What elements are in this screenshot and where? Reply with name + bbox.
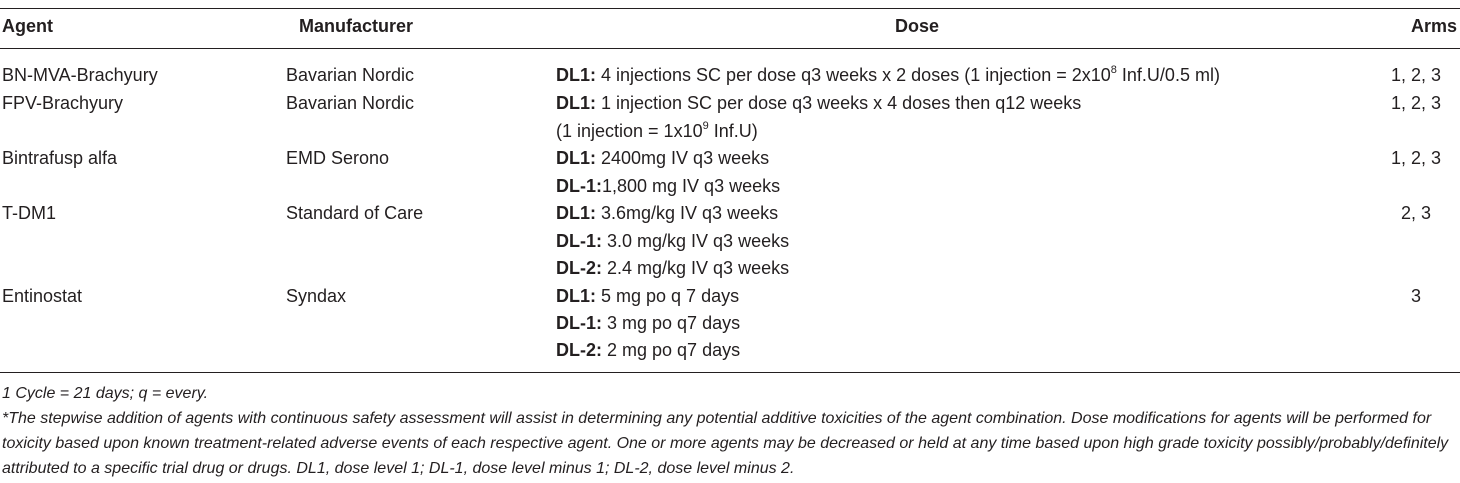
dose-level: DL1: xyxy=(556,148,596,168)
dose-text: 3.0 mg/kg IV q3 weeks xyxy=(602,231,790,251)
dose-level: DL1: xyxy=(556,65,596,85)
manufacturer-cell: Syndax xyxy=(286,286,347,306)
dose-text: 5 mg po q 7 days xyxy=(596,286,740,306)
bottom-rule xyxy=(0,372,1460,373)
dose-line: DL1: 4 injections SC per dose q3 weeks x… xyxy=(556,62,1220,89)
dose-line: DL-2: 2 mg po q7 days xyxy=(556,337,740,364)
manufacturer-cell: Standard of Care xyxy=(286,203,424,223)
header-dose: Dose xyxy=(895,16,940,36)
header-manufacturer: Manufacturer xyxy=(299,16,414,36)
dose-level: DL1: xyxy=(556,203,596,223)
dose-level: DL-2: xyxy=(556,340,602,360)
dose-text: 2 mg po q7 days xyxy=(602,340,741,360)
manufacturer-cell: Bavarian Nordic xyxy=(286,93,415,113)
dose-text: 3.6mg/kg IV q3 weeks xyxy=(596,203,779,223)
dose-line: (1 injection = 1x109 Inf.U) xyxy=(556,118,758,145)
dose-text: (1 injection = 1x10 xyxy=(556,121,703,141)
agent-cell: Bintrafusp alfa xyxy=(2,148,118,168)
dose-exponent: 9 xyxy=(702,120,709,132)
footnote-cycle: 1 Cycle = 21 days; q = every. xyxy=(2,385,209,402)
dose-line: DL1: 1 injection SC per dose q3 weeks x … xyxy=(556,90,1081,117)
dose-line: DL1: 3.6mg/kg IV q3 weeks xyxy=(556,200,778,227)
header-rule xyxy=(0,48,1460,49)
footnote-stepwise: *The stepwise addition of agents with co… xyxy=(2,410,1449,477)
dose-text: 3 mg po q7 days xyxy=(602,313,741,333)
arms-cell: 3 xyxy=(1410,286,1421,306)
dose-text-after: Inf.U) xyxy=(708,121,758,141)
dose-text: 1,800 mg IV q3 weeks xyxy=(602,176,781,196)
dose-level: DL1: xyxy=(556,93,596,113)
dose-level: DL-2: xyxy=(556,258,602,278)
dose-text-after: Inf.U/0.5 ml) xyxy=(1116,65,1220,85)
dose-line: DL1: 2400mg IV q3 weeks xyxy=(556,145,769,172)
header-arms: Arms xyxy=(1410,16,1457,36)
dose-level: DL-1: xyxy=(556,313,602,333)
dose-text: 2.4 mg/kg IV q3 weeks xyxy=(602,258,790,278)
arms-cell: 1, 2, 3 xyxy=(1390,65,1442,85)
header-agent: Agent xyxy=(2,16,53,36)
table-footnotes: 1 Cycle = 21 days; q = every. *The stepw… xyxy=(2,381,1458,481)
agent-cell: Entinostat xyxy=(2,286,83,306)
dose-text: 2400mg IV q3 weeks xyxy=(596,148,770,168)
dose-line: DL-2: 2.4 mg/kg IV q3 weeks xyxy=(556,255,789,282)
arms-cell: 1, 2, 3 xyxy=(1390,148,1442,168)
arms-cell: 2, 3 xyxy=(1400,203,1432,223)
dose-level: DL1: xyxy=(556,286,596,306)
dose-text: 1 injection SC per dose q3 weeks x 4 dos… xyxy=(596,93,1082,113)
agent-cell: BN-MVA-Brachyury xyxy=(2,65,158,85)
manufacturer-cell: Bavarian Nordic xyxy=(286,65,415,85)
manufacturer-cell: EMD Serono xyxy=(286,148,390,168)
top-rule xyxy=(0,8,1460,9)
dose-level: DL-1: xyxy=(556,176,602,196)
dose-line: DL-1:1,800 mg IV q3 weeks xyxy=(556,173,780,200)
dose-exponent: 8 xyxy=(1110,64,1117,76)
dose-line: DL1: 5 mg po q 7 days xyxy=(556,283,739,310)
dose-line: DL-1: 3.0 mg/kg IV q3 weeks xyxy=(556,228,789,255)
agent-cell: FPV-Brachyury xyxy=(2,93,124,113)
dose-level: DL-1: xyxy=(556,231,602,251)
dose-text: 4 injections SC per dose q3 weeks x 2 do… xyxy=(596,65,1111,85)
arms-cell: 1, 2, 3 xyxy=(1390,93,1442,113)
agent-cell: T-DM1 xyxy=(2,203,56,223)
dose-line: DL-1: 3 mg po q7 days xyxy=(556,310,740,337)
